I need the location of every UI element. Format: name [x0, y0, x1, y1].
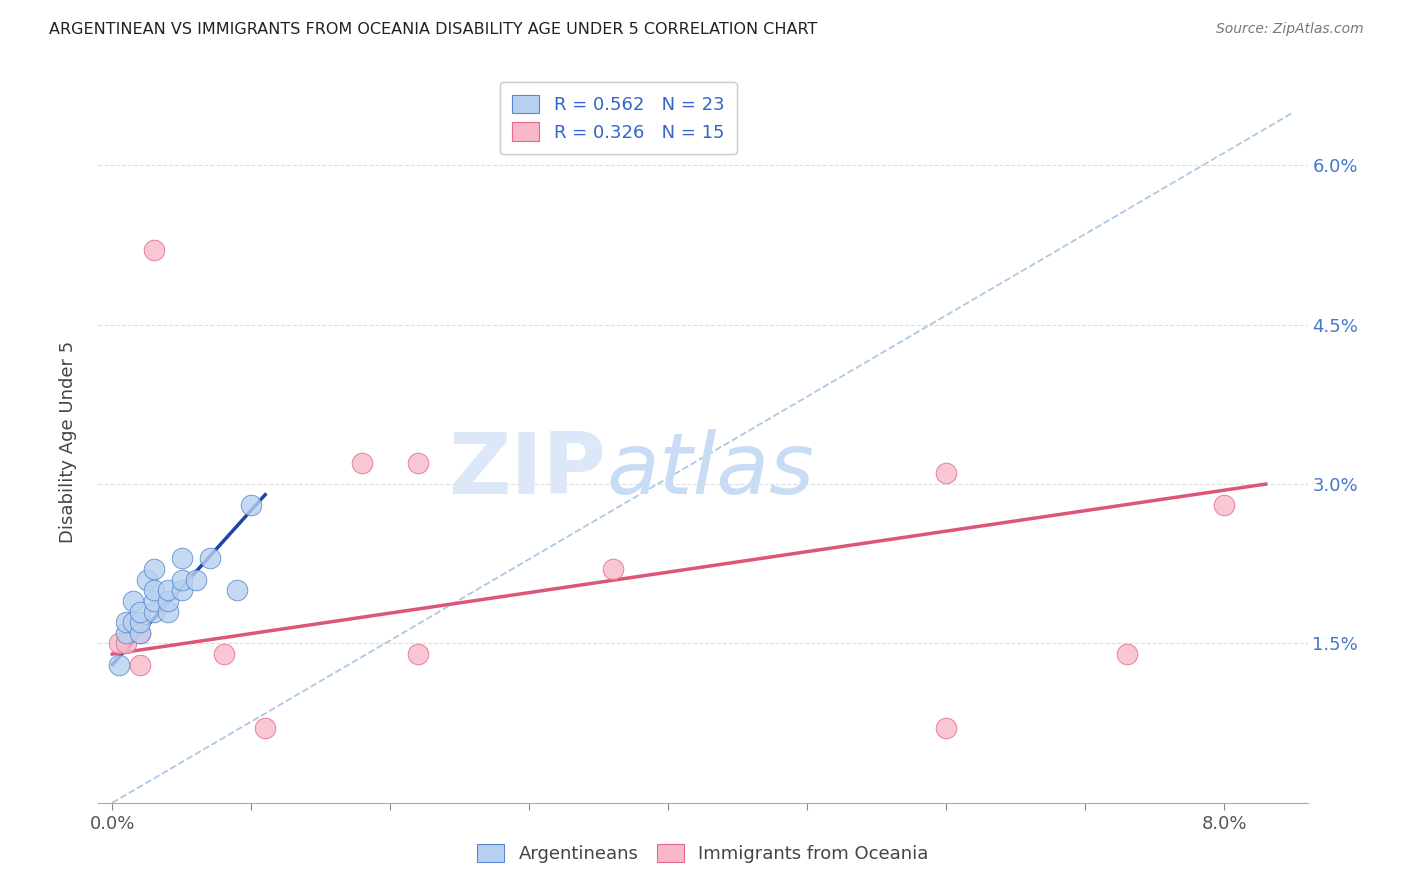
Point: [156, 594, 179, 608]
Point: [1115, 647, 1137, 661]
Text: Source: ZipAtlas.com: Source: ZipAtlas.com: [1216, 22, 1364, 37]
Point: [935, 467, 957, 481]
Point: [108, 636, 131, 650]
Point: [143, 583, 166, 598]
Point: [406, 647, 429, 661]
Point: [129, 625, 152, 640]
Point: [129, 657, 152, 672]
Point: [115, 636, 138, 650]
Point: [143, 244, 166, 258]
Y-axis label: Disability Age Under 5: Disability Age Under 5: [59, 341, 77, 542]
Point: [170, 583, 193, 598]
Point: [122, 615, 145, 630]
Point: [935, 722, 957, 736]
Point: [184, 573, 207, 587]
Point: [129, 615, 152, 630]
Point: [352, 456, 374, 470]
Point: [240, 498, 263, 512]
Point: [1213, 498, 1236, 512]
Point: [226, 583, 249, 598]
Point: [156, 583, 179, 598]
Point: [129, 625, 152, 640]
Point: [129, 605, 152, 619]
Point: [108, 657, 131, 672]
Point: [170, 551, 193, 566]
Point: [136, 573, 159, 587]
Text: ZIP: ZIP: [449, 429, 606, 512]
Legend: Argentineans, Immigrants from Oceania: Argentineans, Immigrants from Oceania: [467, 833, 939, 874]
Point: [170, 573, 193, 587]
Point: [198, 551, 221, 566]
Point: [115, 625, 138, 640]
Point: [156, 605, 179, 619]
Point: [212, 647, 235, 661]
Point: [122, 594, 145, 608]
Point: [254, 722, 277, 736]
Point: [602, 562, 624, 576]
Text: atlas: atlas: [606, 429, 814, 512]
Text: ARGENTINEAN VS IMMIGRANTS FROM OCEANIA DISABILITY AGE UNDER 5 CORRELATION CHART: ARGENTINEAN VS IMMIGRANTS FROM OCEANIA D…: [49, 22, 817, 37]
Point: [143, 605, 166, 619]
Point: [406, 456, 429, 470]
Legend: R = 0.562   N = 23, R = 0.326   N = 15: R = 0.562 N = 23, R = 0.326 N = 15: [499, 82, 737, 154]
Point: [143, 594, 166, 608]
Point: [115, 615, 138, 630]
Point: [143, 562, 166, 576]
